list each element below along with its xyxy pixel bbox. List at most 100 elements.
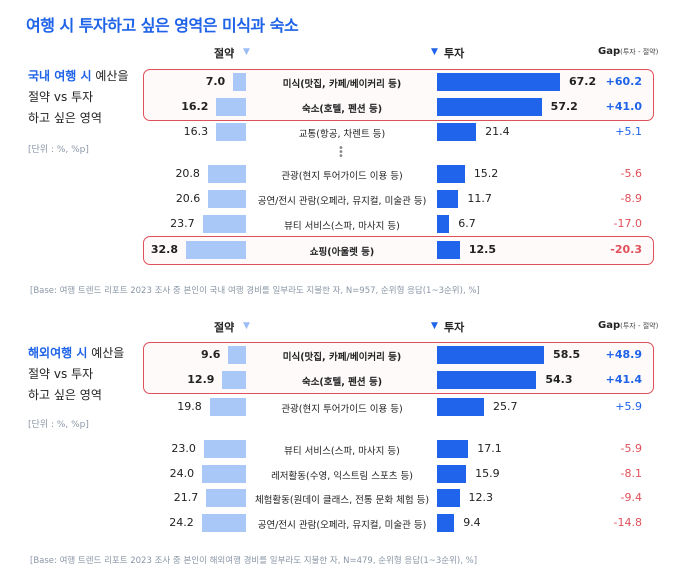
invest-value: 12.3 — [468, 491, 494, 504]
save-value: 32.8 — [150, 243, 178, 256]
unit-label: [단위 : %, %p] — [28, 145, 89, 155]
save-value: 16.3 — [183, 125, 209, 138]
save-value: 7.0 — [205, 75, 226, 88]
gap-value: -20.3 — [610, 243, 642, 256]
invest-triangle-icon: ▼ — [431, 47, 438, 57]
category-label: 교통(항공, 차렌트 등) — [298, 129, 386, 140]
invest-triangle-icon: ▼ — [431, 321, 438, 331]
invest-bar — [437, 514, 455, 532]
base-note: [Base: 여행 트렌드 리포트 2023 조사 중 본인이 해외여행 경비를… — [30, 556, 478, 566]
gap-value: -14.8 — [613, 516, 642, 529]
save-bar — [206, 489, 246, 507]
side-label-line2: 절약 vs 투자 — [28, 90, 94, 104]
category-label: 관광(현지 투어가이드 이용 등) — [281, 171, 403, 182]
invest-header: 투자 — [444, 321, 465, 334]
category-label: 미식(맛집, 카페/베이커리 등) — [282, 352, 402, 363]
invest-bar — [437, 73, 560, 91]
category-label: 숙소(호텔, 펜션 등) — [301, 104, 383, 115]
invest-bar — [437, 165, 465, 183]
invest-bar — [437, 489, 460, 507]
save-value: 16.2 — [181, 100, 209, 113]
base-note: [Base: 여행 트렌드 리포트 2023 조사 중 본인이 국내 여행 경비… — [30, 286, 480, 296]
category-label: 미식(맛집, 카페/베이커리 등) — [282, 79, 402, 90]
highlight-box — [143, 69, 654, 121]
gap-header-note: (투자 - 절약) — [620, 48, 659, 56]
highlight-box — [143, 342, 654, 394]
gap-value: -5.6 — [620, 167, 642, 180]
invest-value: 25.7 — [493, 400, 518, 413]
invest-value: 17.1 — [477, 442, 502, 455]
category-label: 공연/전시 관람(오페라, 뮤지컬, 미술관 등) — [257, 520, 427, 531]
gap-value: +41.4 — [605, 373, 642, 386]
category-label: 레저활동(수영, 익스트림 스포츠 등) — [271, 471, 413, 482]
invest-value: 15.9 — [475, 467, 500, 480]
invest-value: 9.4 — [463, 516, 481, 529]
gap-value: -5.9 — [620, 442, 642, 455]
invest-bar — [437, 346, 545, 364]
invest-value: 11.7 — [467, 192, 492, 205]
invest-value: 57.2 — [550, 100, 578, 113]
unit-label: [단위 : %, %p] — [28, 420, 89, 430]
category-label: 숙소(호텔, 펜션 등) — [301, 377, 383, 388]
invest-bar — [437, 440, 469, 458]
save-value: 20.8 — [175, 167, 200, 180]
gap-value: -9.4 — [620, 491, 642, 504]
side-label-highlight: 국내 여행 시 — [28, 69, 92, 83]
save-bar — [202, 465, 246, 483]
save-value: 23.7 — [170, 217, 195, 230]
category-label: 체험활동(원데이 클래스, 전통 문화 체험 등) — [254, 495, 430, 506]
row-separator-dots: • • • — [338, 143, 344, 162]
highlight-box — [143, 236, 654, 265]
save-bar — [216, 123, 246, 141]
invest-bar — [437, 371, 537, 389]
side-label-text: 예산을 — [87, 346, 125, 360]
save-header: 절약 — [214, 321, 235, 334]
save-bar — [216, 98, 246, 116]
invest-value: 15.2 — [473, 167, 499, 180]
side-label-line2: 절약 vs 투자 — [28, 367, 94, 381]
save-value: 24.2 — [169, 516, 194, 529]
gap-value: -8.1 — [620, 467, 642, 480]
category-label: 쇼핑(아울렛 등) — [309, 247, 375, 258]
invest-bar — [437, 241, 460, 259]
save-bar — [201, 514, 246, 532]
save-bar — [228, 346, 246, 364]
save-bar — [208, 190, 246, 208]
save-bar — [203, 440, 246, 458]
gap-value: -17.0 — [613, 217, 642, 230]
invest-bar — [437, 123, 477, 141]
save-bar — [202, 215, 246, 233]
invest-value: 58.5 — [553, 348, 581, 361]
category-label: 공연/전시 관람(오페라, 뮤지컬, 미술관 등) — [257, 196, 427, 207]
save-bar — [222, 371, 246, 389]
side-label-line3: 하고 싶은 영역 — [28, 388, 102, 402]
invest-bar — [437, 190, 459, 208]
gap-value: +5.9 — [615, 400, 642, 413]
invest-value: 67.2 — [568, 75, 597, 88]
invest-value: 12.5 — [468, 243, 497, 256]
side-label-line3: 하고 싶은 영역 — [28, 111, 102, 125]
save-value: 12.9 — [187, 373, 215, 386]
category-label: 뷰티 서비스(스파, 마사지 등) — [284, 446, 400, 457]
page-title: 여행 시 투자하고 싶은 영역은 미식과 숙소 — [26, 16, 299, 35]
invest-bar — [437, 398, 485, 416]
side-label-highlight: 해외여행 시 — [28, 346, 88, 360]
invest-header: 투자 — [444, 47, 465, 60]
gap-value: +41.0 — [605, 100, 642, 113]
save-bar — [207, 165, 246, 183]
invest-value: 6.7 — [458, 217, 476, 230]
invest-bar — [437, 465, 467, 483]
invest-bar — [437, 215, 450, 233]
gap-header: Gap(투자 - 절약) — [598, 46, 659, 57]
save-bar — [185, 241, 246, 259]
save-bar — [209, 398, 246, 416]
gap-value: +48.9 — [605, 348, 642, 361]
category-label: 관광(현지 투어가이드 이용 등) — [281, 404, 403, 415]
save-value: 20.6 — [175, 192, 201, 205]
side-label: 국내 여행 시 예산을 절약 vs 투자 하고 싶은 영역 — [28, 66, 129, 129]
invest-value: 21.4 — [485, 125, 510, 138]
save-triangle-icon: ▼ — [243, 47, 250, 57]
gap-header: Gap(투자 - 절약) — [598, 320, 659, 331]
save-value: 24.0 — [169, 467, 195, 480]
